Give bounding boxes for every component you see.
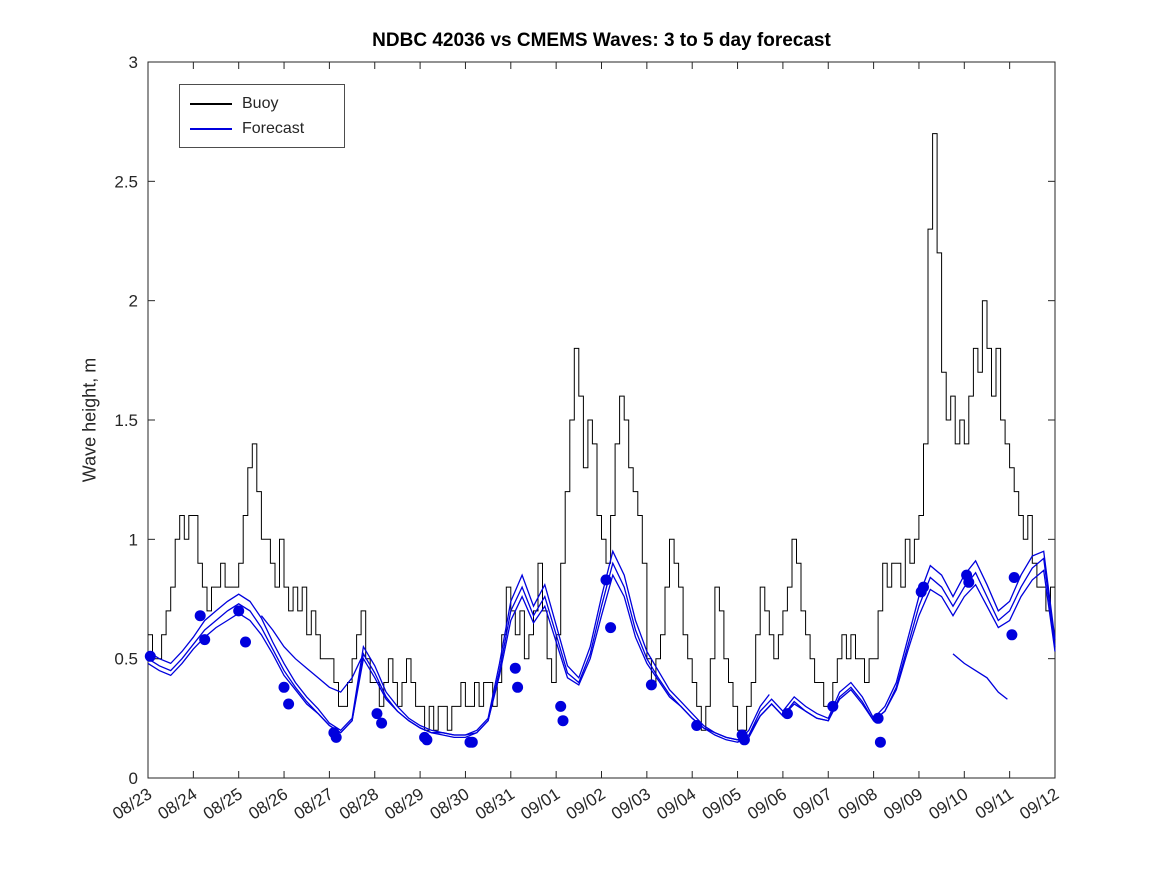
forecast-marker [240,636,251,648]
x-tick-label: 08/25 [200,784,246,823]
x-tick-label: 08/29 [381,784,427,823]
legend-entry-buoy: Buoy [180,91,344,116]
forecast-marker [421,734,433,746]
y-tick-label: 1.5 [114,411,138,430]
x-tick-label: 08/30 [427,784,473,823]
x-tick-label: 09/04 [653,784,699,823]
x-tick-label: 09/09 [880,784,926,823]
forecast-marker [645,679,657,691]
chart-title: NDBC 42036 vs CMEMS Waves: 3 to 5 day fo… [372,30,831,51]
forecast-marker [781,708,793,720]
legend-label-buoy: Buoy [242,94,279,112]
x-tick-label: 09/08 [835,784,881,823]
forecast-marker [600,574,612,586]
y-tick-label: 3 [129,53,138,72]
forecast-marker [199,634,211,646]
forecast-marker [605,622,617,634]
x-tick-label: 08/23 [109,784,155,823]
forecast-series [260,615,362,693]
forecast-marker [557,715,569,727]
forecast-marker [512,681,524,693]
forecast-marker [233,605,245,617]
y-tick-label: 0.5 [114,650,138,669]
legend-entry-forecast: Forecast [180,116,344,141]
forecast-line-swatch [190,127,232,130]
x-tick-label: 08/31 [472,784,518,823]
x-tick-label: 09/07 [789,784,835,823]
forecast-marker [278,681,290,693]
forecast-marker [872,712,884,724]
forecast-marker [1006,629,1018,641]
x-tick-label: 08/24 [154,784,200,823]
forecast-marker [466,736,478,748]
forecast-series [147,549,1056,741]
forecast-series [147,557,1056,743]
buoy-line-swatch [190,102,232,105]
forecast-marker [555,700,567,712]
x-tick-label: 08/28 [336,784,382,823]
x-tick-label: 09/10 [925,784,971,823]
y-tick-label: 1 [129,530,138,549]
x-tick-label: 09/11 [972,784,1017,822]
legend: Buoy Forecast [179,84,345,148]
forecast-series [952,653,1008,700]
forecast-marker [330,731,342,743]
forecast-marker [963,576,975,588]
forecast-marker [874,736,886,748]
x-tick-label: 09/06 [744,784,790,823]
y-axis-label: Wave height, m [79,357,100,483]
forecast-marker [691,720,703,731]
forecast-marker [371,708,383,720]
buoy-series [148,133,1055,731]
y-tick-label: 2 [129,292,138,311]
forecast-marker [1008,572,1020,583]
forecast-marker [509,662,521,674]
x-tick-label: 09/01 [517,784,563,823]
x-tick-label: 08/27 [291,784,337,823]
x-tick-label: 08/26 [245,784,291,823]
forecast-marker [918,581,929,593]
forecast-marker [738,734,750,746]
forecast-marker [194,610,206,622]
x-tick-label: 09/03 [608,784,654,823]
forecast-marker [283,698,295,710]
x-tick-label: 09/02 [563,784,609,823]
y-tick-label: 2.5 [114,172,138,191]
forecast-series [147,569,1056,741]
x-tick-label: 09/05 [699,784,745,823]
x-tick-label: 09/12 [1016,784,1062,823]
legend-label-forecast: Forecast [242,119,305,137]
forecast-marker [376,717,388,729]
y-tick-label: 0 [129,769,138,788]
forecast-marker [144,650,156,662]
forecast-marker [827,700,839,712]
